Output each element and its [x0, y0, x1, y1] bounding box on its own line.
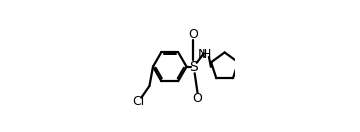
Text: O: O: [192, 92, 202, 105]
Text: O: O: [189, 28, 199, 41]
Text: S: S: [189, 60, 198, 74]
Text: N: N: [198, 48, 207, 61]
Text: Cl: Cl: [132, 95, 144, 108]
Text: H: H: [202, 48, 211, 61]
